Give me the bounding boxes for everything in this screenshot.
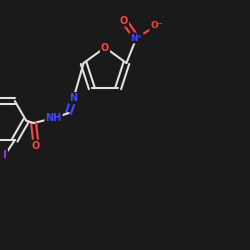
Text: O: O — [120, 16, 128, 26]
Text: O: O — [32, 140, 40, 150]
Text: I: I — [3, 150, 7, 160]
Text: O: O — [101, 42, 109, 52]
Text: N⁺: N⁺ — [130, 34, 142, 42]
Text: NH: NH — [46, 113, 62, 123]
Text: O⁻: O⁻ — [150, 21, 163, 30]
Text: N: N — [70, 93, 78, 103]
